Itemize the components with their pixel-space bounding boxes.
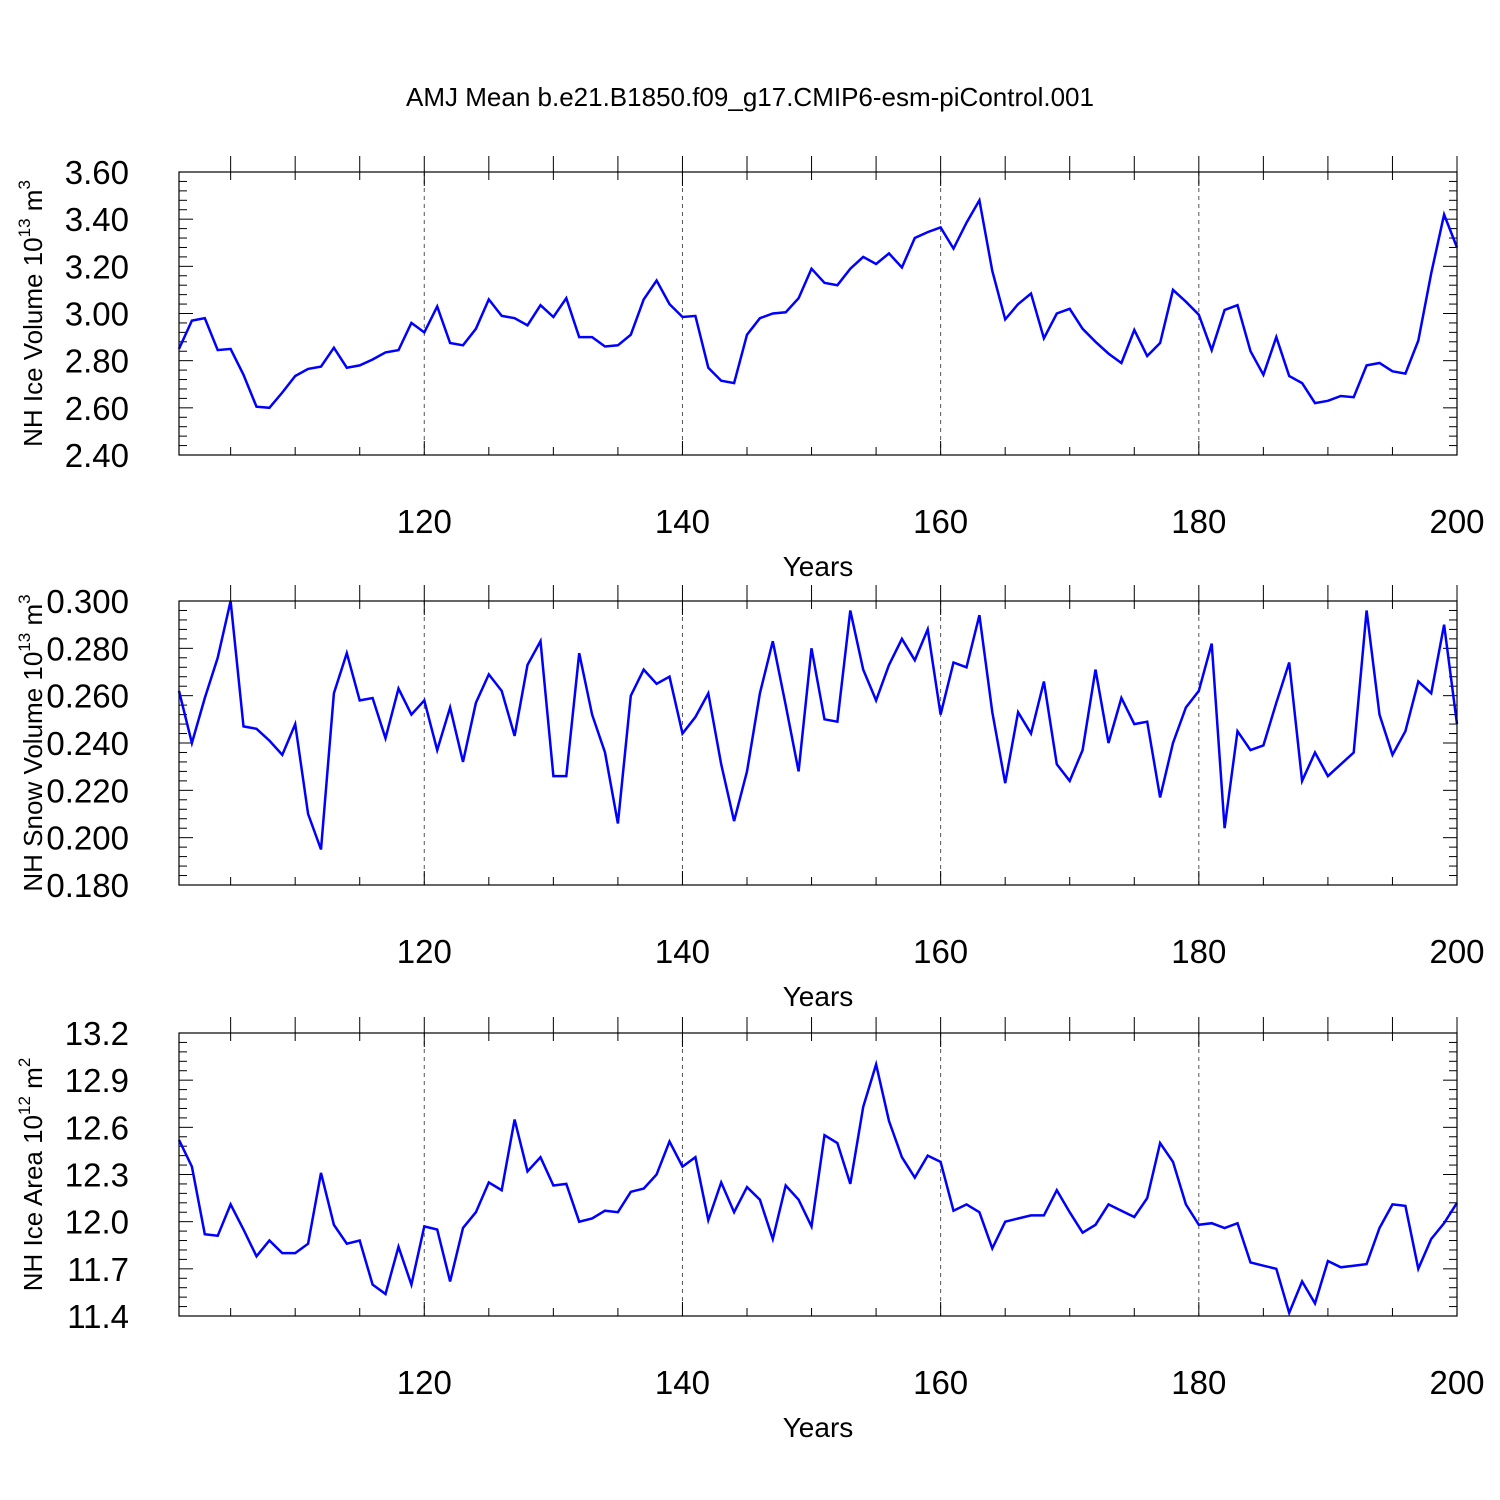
series-line bbox=[177, 196, 1459, 410]
y-tick-label: 0.240 bbox=[46, 725, 129, 762]
x-tick-label: 180 bbox=[1171, 1364, 1226, 1401]
x-tick-label: 200 bbox=[1429, 503, 1484, 540]
y-tick-label: 12.3 bbox=[65, 1157, 129, 1194]
y-tick-label: 0.260 bbox=[46, 678, 129, 715]
x-axis-label: Years bbox=[783, 981, 854, 1012]
x-tick-label: 140 bbox=[655, 1364, 710, 1401]
plot-frame bbox=[178, 1032, 1458, 1317]
panel-ice-volume: 2.40 2.60 2.80 3.00 3.20 3.40 3.60 120 140 160 180… bbox=[15, 154, 1485, 582]
plot-frame bbox=[178, 171, 1458, 456]
y-tick-label: 0.280 bbox=[46, 630, 129, 667]
x-tick-label: 180 bbox=[1171, 933, 1226, 970]
x-tick-label: 180 bbox=[1171, 503, 1226, 540]
x-tick-label: 120 bbox=[397, 933, 452, 970]
chart-title: AMJ Mean b.e21.B1850.f09_g17.CMIP6-esm-p… bbox=[406, 82, 1094, 112]
x-axis-label: Years bbox=[783, 551, 854, 582]
y-tick-label: 11.4 bbox=[67, 1298, 129, 1335]
y-tick-label: 3.00 bbox=[65, 296, 129, 333]
panel-snow-volume: 0.180 0.200 0.220 0.240 0.260 0.280 0.300 120 14… bbox=[15, 583, 1485, 1012]
x-tick-label: 200 bbox=[1429, 933, 1484, 970]
x-tick-label: 140 bbox=[655, 503, 710, 540]
x-tick-label: 140 bbox=[655, 933, 710, 970]
y-tick-label: 3.40 bbox=[65, 201, 129, 238]
x-tick-label: 200 bbox=[1429, 1364, 1484, 1401]
y-tick-label: 11.7 bbox=[67, 1251, 129, 1288]
x-tick-label: 160 bbox=[913, 933, 968, 970]
y-tick-label: 12.9 bbox=[65, 1062, 129, 1099]
x-tick-label: 120 bbox=[397, 1364, 452, 1401]
x-tick-label: 160 bbox=[913, 503, 968, 540]
y-tick-label: 2.40 bbox=[65, 437, 129, 474]
y-tick-label: 0.180 bbox=[46, 867, 129, 904]
y-tick-label: 13.2 bbox=[65, 1015, 129, 1052]
y-tick-label: 0.300 bbox=[46, 583, 129, 620]
panel-ice-area: 11.4 11.7 12.0 12.3 12.6 12.9 13.2 120 140 160 180… bbox=[15, 1015, 1485, 1443]
y-axis-label: NH Snow Volume 1013 m3 bbox=[15, 594, 48, 891]
y-axis-label: NH Ice Volume 1013 m3 bbox=[15, 180, 48, 447]
y-tick-label: 2.80 bbox=[65, 343, 129, 380]
y-tick-label: 12.6 bbox=[65, 1109, 129, 1146]
y-tick-label: 3.20 bbox=[65, 248, 129, 285]
y-tick-label: 0.200 bbox=[46, 820, 129, 857]
x-tick-label: 120 bbox=[397, 503, 452, 540]
y-tick-label: 3.60 bbox=[65, 154, 129, 191]
series-line bbox=[177, 1059, 1459, 1317]
series-line bbox=[177, 600, 1459, 850]
x-tick-label: 160 bbox=[913, 1364, 968, 1401]
x-axis-label: Years bbox=[783, 1412, 854, 1443]
y-axis-label: NH Ice Area 1012 m2 bbox=[15, 1058, 48, 1292]
y-tick-label: 2.60 bbox=[65, 390, 129, 427]
plot-frame bbox=[178, 600, 1458, 886]
y-tick-label: 0.220 bbox=[46, 772, 129, 809]
y-tick-label: 12.0 bbox=[65, 1204, 129, 1241]
